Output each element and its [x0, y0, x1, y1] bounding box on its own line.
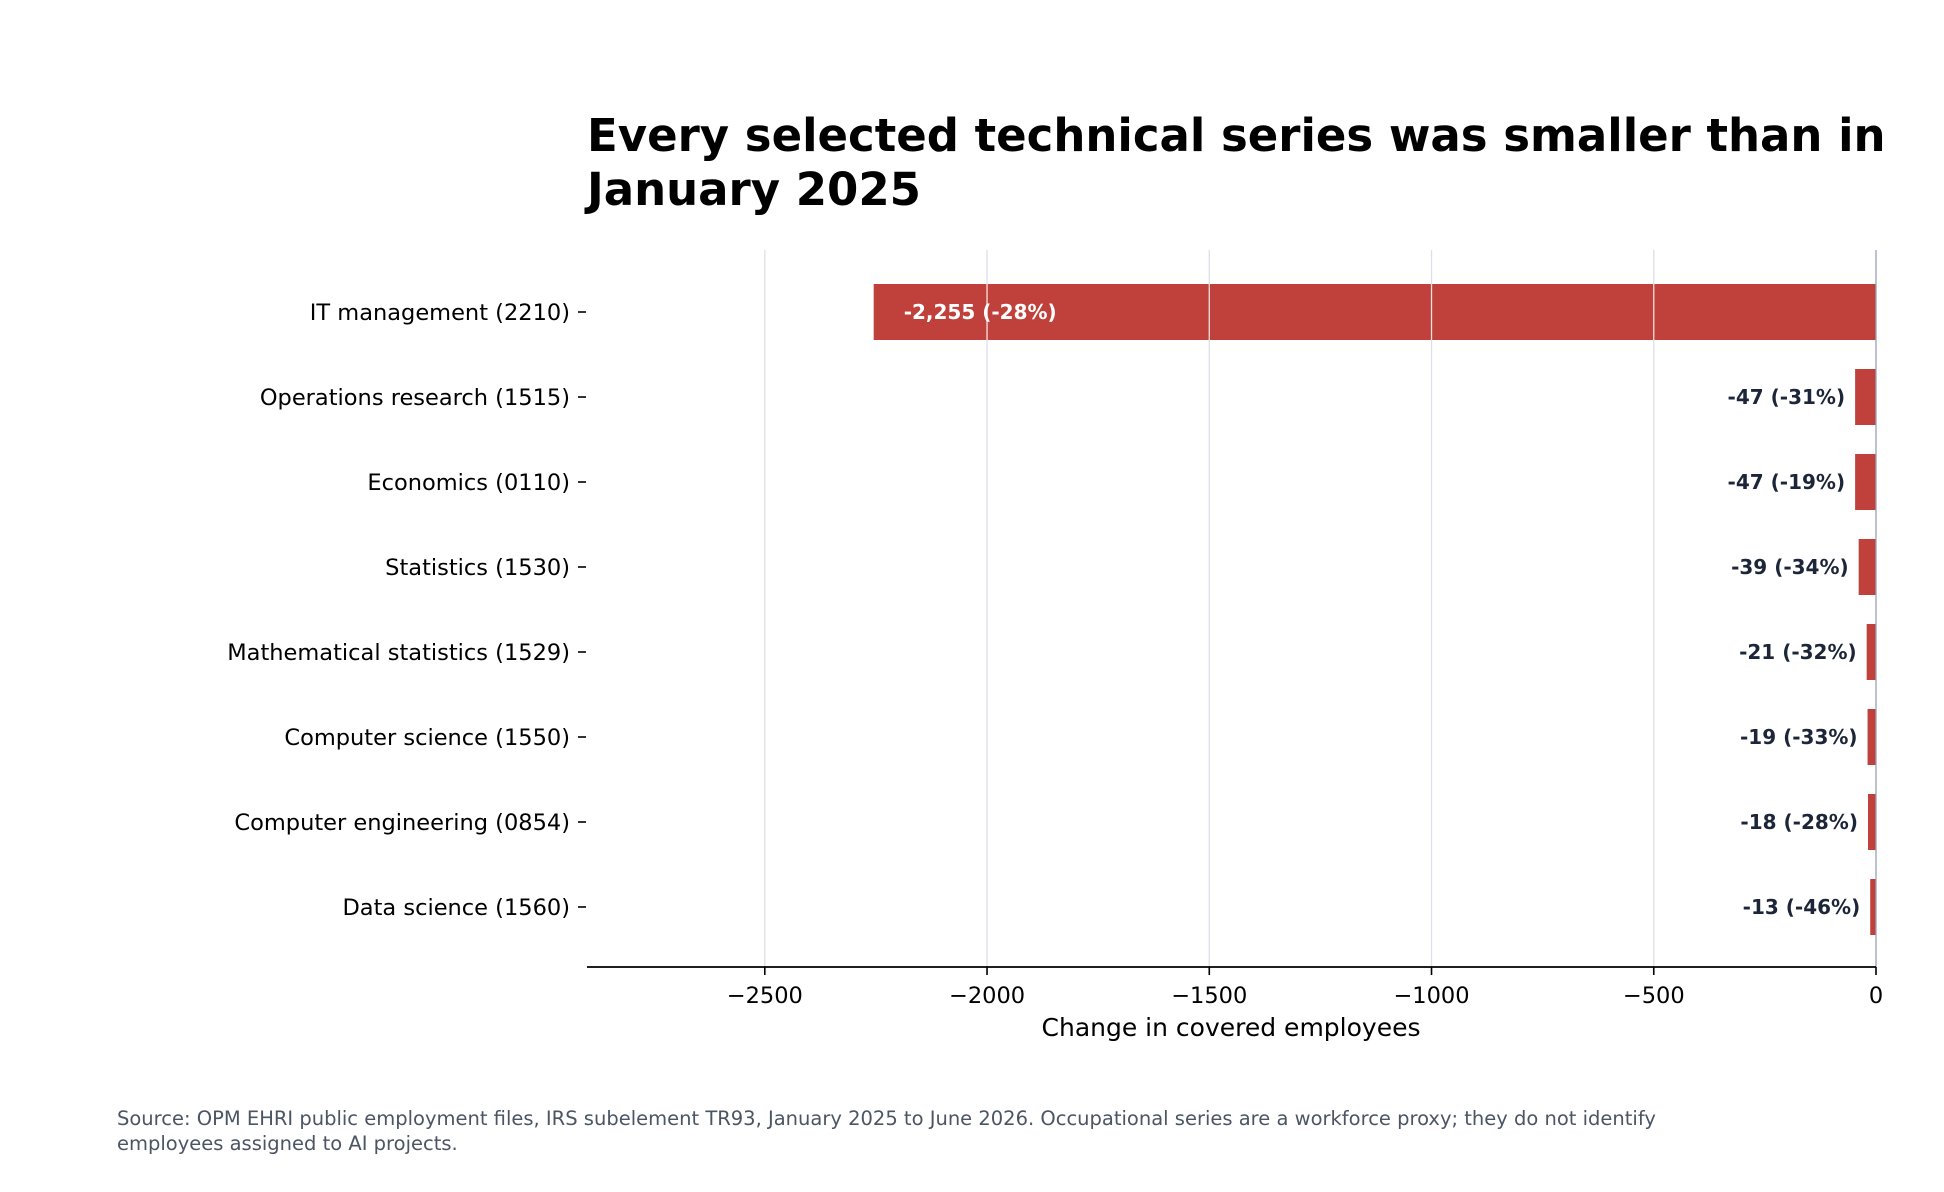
bar	[1858, 539, 1876, 595]
category-label: Economics (0110)	[367, 470, 570, 496]
category-label: Computer science (1550)	[284, 725, 570, 751]
bar	[873, 284, 1876, 340]
category-label: Operations research (1515)	[260, 385, 570, 411]
data-label: -21 (-32%)	[1739, 640, 1857, 664]
x-axis-label: Change in covered employees	[1042, 1013, 1421, 1042]
bar	[1867, 709, 1876, 765]
bar	[1870, 879, 1876, 935]
chart-title-line-2: January 2025	[584, 163, 921, 216]
data-label: -19 (-33%)	[1740, 725, 1858, 749]
x-tick-label: −1500	[1171, 983, 1247, 1009]
x-axis: −2500 −2000 −1500 −1000 −500 0	[587, 966, 1883, 1009]
chart-title: Every selected technical series was smal…	[584, 109, 1886, 216]
category-label: Statistics (1530)	[385, 555, 570, 581]
gridlines	[764, 250, 1655, 967]
chart-title-line-1: Every selected technical series was smal…	[587, 109, 1886, 162]
data-label: -47 (-19%)	[1728, 470, 1846, 494]
x-tick-label: −1000	[1393, 983, 1469, 1009]
x-tick-label: −2000	[949, 983, 1025, 1009]
category-label: Computer engineering (0854)	[234, 810, 570, 836]
data-label: -47 (-31%)	[1728, 385, 1846, 409]
data-label: -13 (-46%)	[1743, 895, 1861, 919]
x-tick-label: −2500	[727, 983, 803, 1009]
x-tick-label: 0	[1869, 983, 1883, 1009]
data-label: -2,255 (-28%)	[904, 300, 1057, 324]
bars	[873, 284, 1876, 935]
data-labels: -2,255 (-28%) -47 (-31%) -47 (-19%) -39 (-3…	[904, 300, 1861, 919]
category-label: Data science (1560)	[342, 895, 570, 921]
category-labels: IT management (2210) Operations research …	[227, 300, 586, 921]
x-tick-label: −500	[1623, 983, 1685, 1009]
bar	[1855, 454, 1876, 510]
bar	[1867, 794, 1876, 850]
data-label: -39 (-34%)	[1731, 555, 1849, 579]
category-label: IT management (2210)	[310, 300, 570, 326]
bar	[1866, 624, 1876, 680]
source-note: Source: OPM EHRI public employment files…	[117, 1107, 1656, 1155]
bar	[1855, 369, 1876, 425]
data-label: -18 (-28%)	[1740, 810, 1858, 834]
category-label: Mathematical statistics (1529)	[227, 640, 570, 666]
